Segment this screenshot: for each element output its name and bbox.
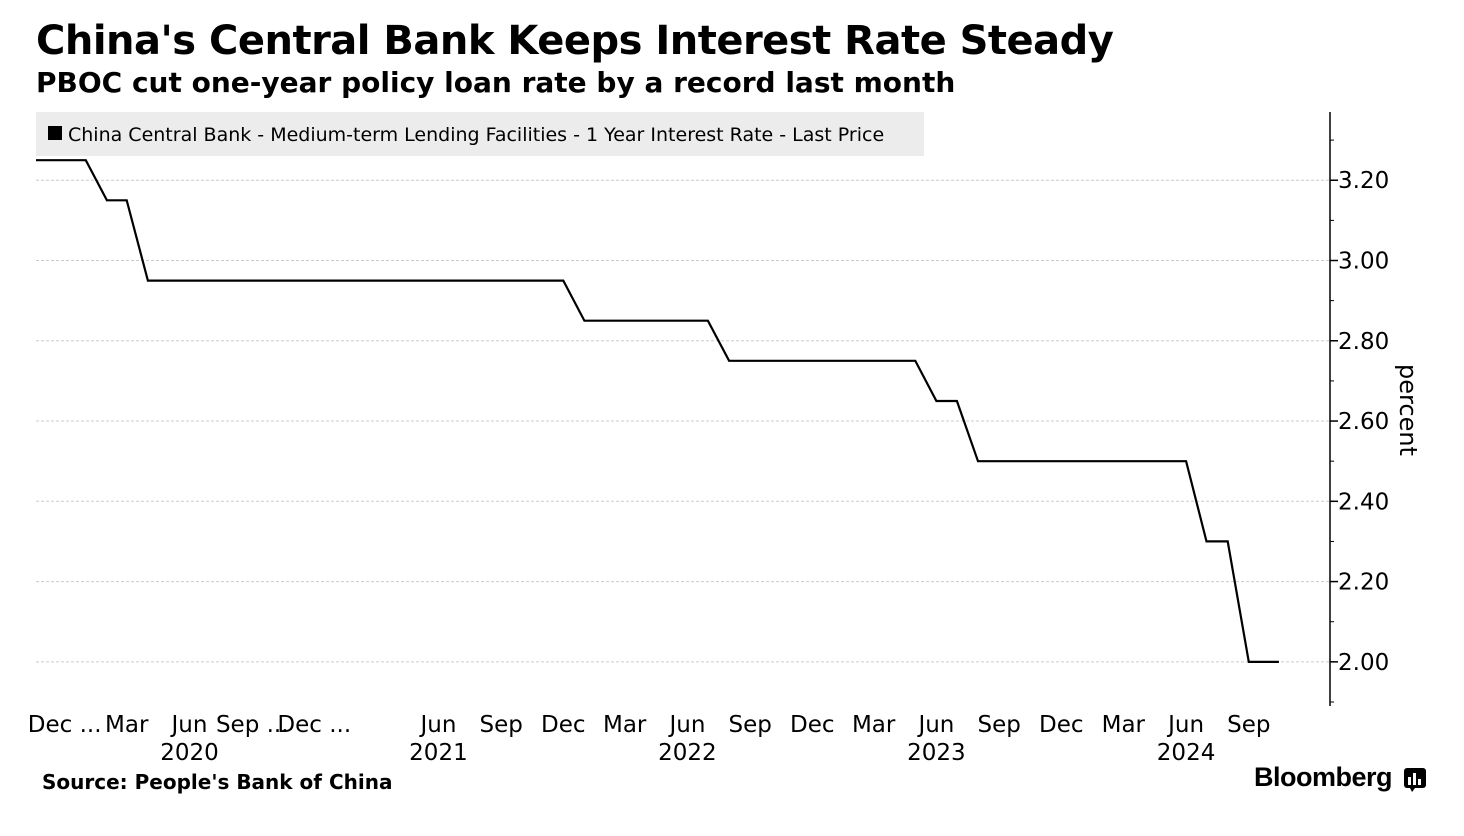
y-tick-label: 3.00 xyxy=(1338,249,1389,275)
x-year-label: 2024 xyxy=(1157,740,1216,766)
x-year-label: 2021 xyxy=(409,740,468,766)
chart-subtitle: PBOC cut one-year policy loan rate by a … xyxy=(36,66,956,99)
grid-lines xyxy=(36,179,1330,663)
x-axis: Dec ... Mar Jun Sep ...Dec ... Jun Sep Dec Mar J… xyxy=(28,712,1271,766)
x-tick-label: Sep xyxy=(977,712,1020,738)
x-year-label: 2020 xyxy=(160,740,219,766)
x-year-label: 2023 xyxy=(907,740,966,766)
x-tick-label: Jun xyxy=(170,712,208,738)
brand-logo: Bloomberg xyxy=(1254,762,1393,792)
y-tick-label: 2.00 xyxy=(1338,650,1389,676)
x-tick-label: Dec xyxy=(1039,712,1084,738)
x-tick-label: Dec xyxy=(541,712,586,738)
x-tick-label: Sep xyxy=(729,712,772,738)
source-note: Source: People's Bank of China xyxy=(42,770,393,794)
legend-background xyxy=(36,112,924,156)
y-tick-label: 2.80 xyxy=(1338,329,1389,355)
x-tick-label: Mar xyxy=(1102,712,1146,738)
x-tick-label: Sep ... xyxy=(216,712,289,738)
x-tick-label: Mar xyxy=(105,712,149,738)
x-tick-label: Dec ... xyxy=(277,712,351,738)
x-tick-label: Dec xyxy=(790,712,835,738)
y-axis-label: percent xyxy=(1394,364,1422,456)
series-line xyxy=(36,159,1279,664)
y-axis: 2.00 2.20 2.40 2.60 2.80 3.00 3.20 xyxy=(1329,112,1389,706)
legend-swatch xyxy=(48,126,62,140)
x-tick-label: Sep xyxy=(480,712,523,738)
x-tick-label: Mar xyxy=(603,712,647,738)
x-tick-label: Jun xyxy=(1166,712,1204,738)
y-tick-label: 3.20 xyxy=(1338,168,1389,194)
x-tick-label: Sep xyxy=(1227,712,1270,738)
bloomberg-terminal-icon xyxy=(1404,768,1426,792)
y-tick-label: 2.40 xyxy=(1338,489,1389,515)
x-tick-label: Jun xyxy=(916,712,954,738)
legend-label: China Central Bank - Medium-term Lending… xyxy=(68,124,884,146)
y-tick-label: 2.20 xyxy=(1338,570,1389,596)
x-tick-label: Mar xyxy=(852,712,896,738)
x-year-label: 2022 xyxy=(658,740,717,766)
chart-title: China's Central Bank Keeps Interest Rate… xyxy=(36,18,1114,64)
series-layer xyxy=(36,159,1279,664)
x-tick-label: Dec ... xyxy=(28,712,102,738)
legend: China Central Bank - Medium-term Lending… xyxy=(36,112,924,156)
x-tick-label: Jun xyxy=(667,712,705,738)
x-tick-label: Jun xyxy=(418,712,456,738)
y-tick-label: 2.60 xyxy=(1338,409,1389,435)
